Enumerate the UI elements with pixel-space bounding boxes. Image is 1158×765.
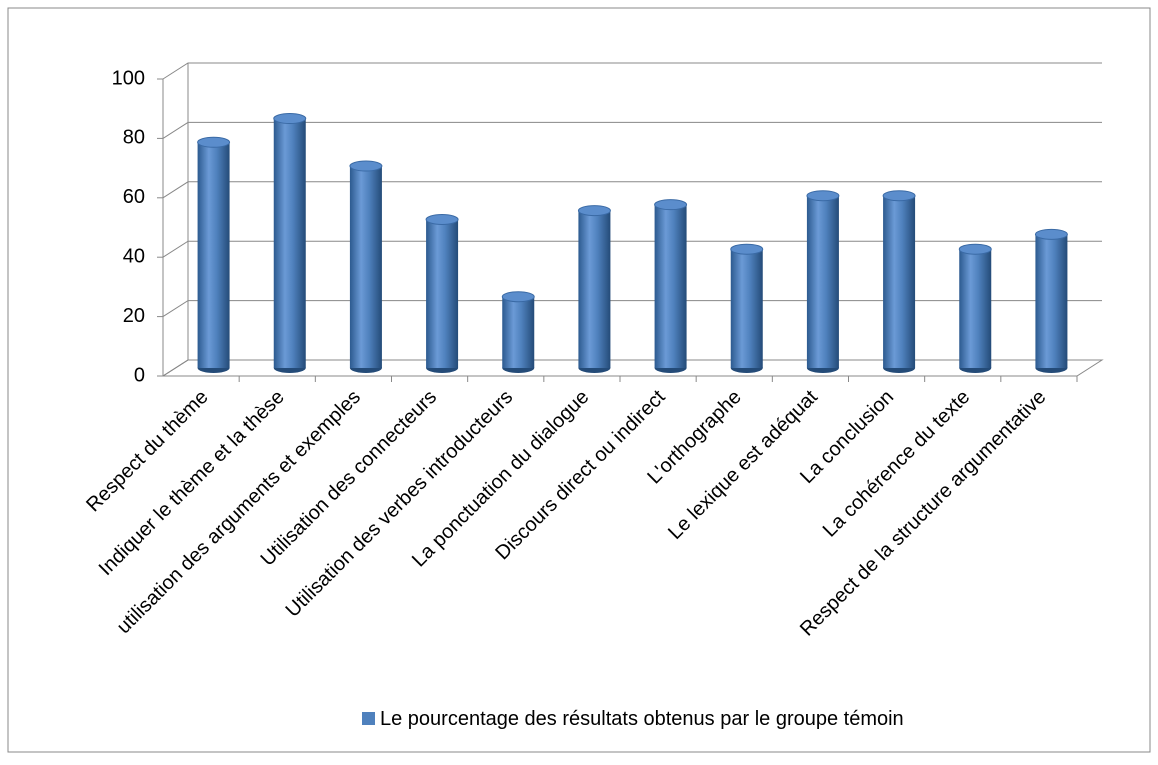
grid-line <box>162 359 1102 377</box>
y-tick-label: 60 <box>123 186 145 208</box>
bar <box>349 166 382 368</box>
y-tick-label: 0 <box>134 364 145 386</box>
bar-cap <box>425 214 459 225</box>
bar <box>578 210 611 368</box>
chart-border <box>7 7 1151 753</box>
bar <box>806 195 839 368</box>
grid-line <box>162 181 1102 199</box>
bar-cap <box>958 243 992 255</box>
bar <box>730 249 763 368</box>
grid-line <box>162 62 1102 80</box>
bar-cap <box>273 113 307 125</box>
grid-line <box>162 300 1102 318</box>
grid-line <box>162 121 1102 139</box>
bar <box>502 296 535 368</box>
bar-cap <box>1034 228 1068 240</box>
legend-label: Le pourcentage des résultats obtenus par… <box>380 708 904 730</box>
bar-cap <box>806 190 840 202</box>
y-tick-label: 100 <box>112 67 145 89</box>
y-tick-label: 80 <box>123 127 145 149</box>
grid-line <box>162 240 1102 258</box>
y-tick-label: 40 <box>123 245 145 267</box>
bar <box>1035 234 1068 368</box>
y-tick-label: 20 <box>123 305 145 327</box>
bar <box>273 118 306 369</box>
bar-cap <box>349 160 383 172</box>
bar <box>426 219 459 368</box>
bar <box>197 142 230 368</box>
bar-cap <box>197 136 231 148</box>
bar-cap <box>501 291 535 303</box>
bar-cap <box>882 190 916 202</box>
bar-cap <box>654 199 688 211</box>
bar <box>959 249 992 368</box>
bar <box>654 204 687 368</box>
bar-cap <box>730 243 764 255</box>
bar <box>883 195 916 368</box>
legend-swatch <box>362 712 375 725</box>
bar-cap <box>577 205 611 217</box>
